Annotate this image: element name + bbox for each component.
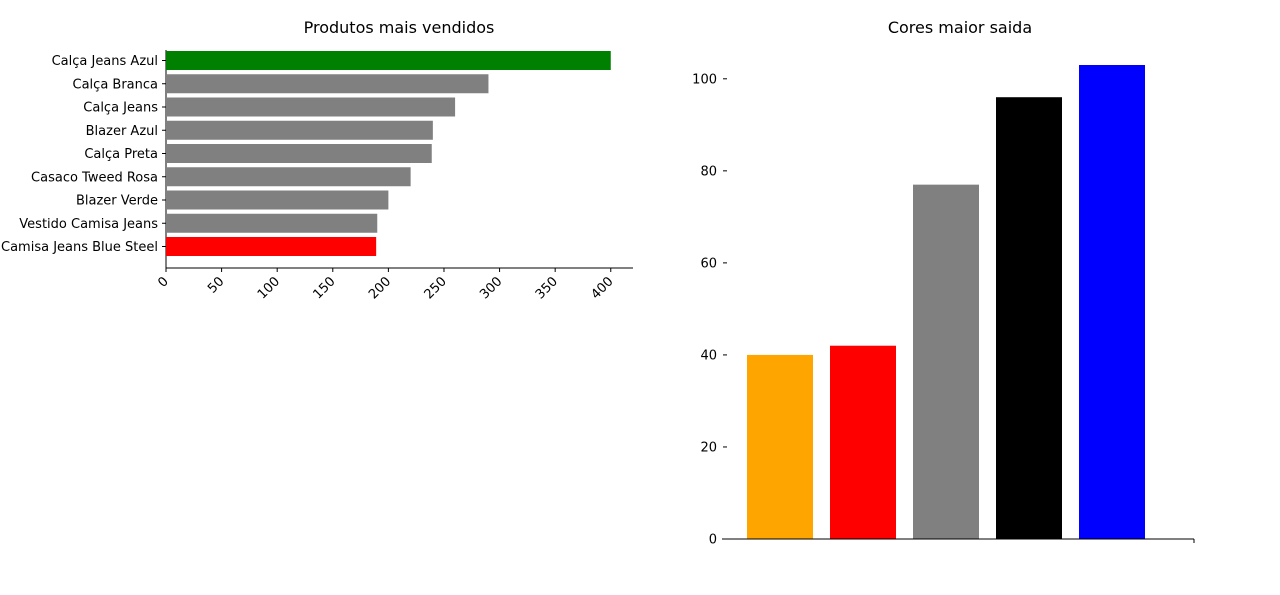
products-chart: Calça Jeans Azul Calça Branca Calça Jeans B…	[1, 50, 633, 302]
products-x-tick-label: 350	[533, 274, 561, 302]
products-x-tick-label: 50	[205, 274, 227, 296]
products-y-tick-label: Blazer Verde	[76, 194, 158, 209]
products-bar	[166, 74, 489, 94]
colors-y-tick-label: 100	[692, 72, 717, 87]
products-x-tick-label: 0	[155, 274, 171, 290]
colors-bar	[913, 184, 979, 539]
colors-bar	[747, 354, 813, 539]
products-x-tick-label: 100	[255, 274, 283, 302]
products-bar	[166, 97, 456, 117]
products-y-tick-label: Calça Preta	[84, 147, 158, 162]
products-x-tick-label: 300	[477, 274, 505, 302]
products-bar	[166, 190, 389, 210]
products-y-tick-label: Camisa Jeans Blue Steel	[1, 240, 158, 255]
colors-bar	[996, 97, 1062, 539]
products-y-tick-label: Calça Jeans	[83, 101, 158, 116]
products-bar	[166, 120, 433, 140]
products-bar	[166, 237, 377, 256]
products-y-tick-label: Casaco Tweed Rosa	[31, 170, 158, 185]
colors-y-tick-label: 0	[709, 533, 717, 548]
colors-bar	[1079, 65, 1145, 539]
colors-y-tick-label: 60	[700, 256, 717, 271]
products-x-tick-label: 150	[310, 274, 338, 302]
products-y-tick-label: Vestido Camisa Jeans	[19, 217, 158, 232]
products-y-tick-label: Blazer Azul	[86, 124, 158, 139]
colors-y-tick-label: 20	[700, 440, 717, 455]
products-x-tick-label: 200	[366, 274, 394, 302]
products-bar	[166, 213, 378, 233]
chart-title-products: Produtos mais vendidos	[304, 18, 495, 37]
products-y-tick-label: Calça Branca	[73, 77, 158, 92]
colors-y-tick-label: 40	[700, 348, 717, 363]
products-x-tick-label: 250	[422, 274, 450, 302]
products-y-tick-label: Calça Jeans Azul	[52, 54, 158, 69]
colors-chart: 0 20 40 60 80 100	[692, 65, 1195, 548]
chart-title-colors: Cores maior saida	[888, 18, 1032, 37]
colors-y-tick-label: 80	[700, 164, 717, 179]
products-bar	[166, 51, 611, 70]
colors-bar	[830, 345, 896, 539]
products-bar	[166, 144, 432, 163]
products-x-tick-label: 400	[588, 274, 616, 302]
products-bar	[166, 167, 411, 187]
